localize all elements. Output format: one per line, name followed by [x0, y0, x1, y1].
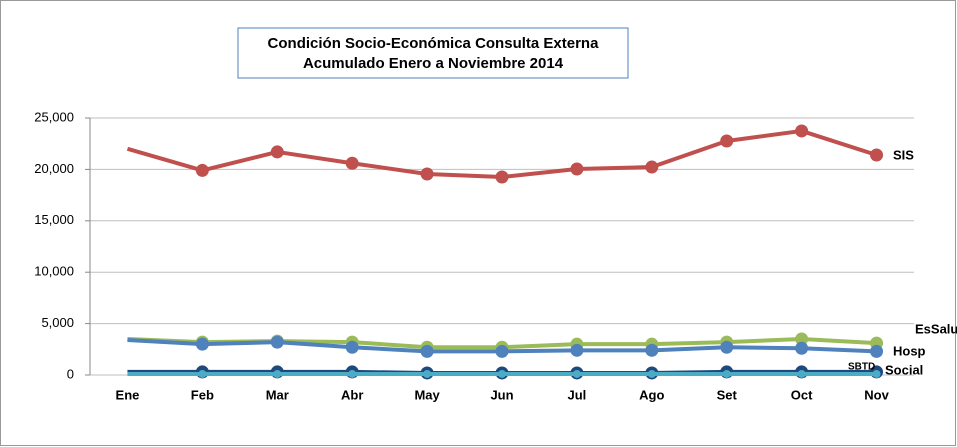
x-tick-label: Jun — [490, 387, 513, 402]
y-tick-label: 20,000 — [34, 161, 74, 176]
y-tick-label: 15,000 — [34, 212, 74, 227]
y-tick-label: 5,000 — [41, 315, 74, 330]
marker — [420, 344, 434, 358]
y-tick-label: 10,000 — [34, 264, 74, 279]
marker — [795, 341, 809, 355]
marker — [498, 369, 506, 378]
marker — [198, 369, 207, 378]
marker — [870, 344, 884, 358]
marker — [645, 343, 659, 357]
marker — [345, 156, 359, 170]
marker — [270, 335, 284, 349]
x-tick-label: Mar — [266, 387, 289, 402]
marker — [570, 343, 584, 357]
series-label: EsSalud — [915, 321, 957, 336]
x-tick-label: Jul — [568, 387, 587, 402]
marker — [495, 170, 509, 184]
series-label: SIS — [893, 147, 914, 162]
marker — [270, 145, 284, 159]
marker — [647, 369, 656, 378]
marker — [872, 369, 881, 378]
marker — [345, 340, 359, 354]
marker — [797, 369, 806, 378]
x-tick-label: Ene — [116, 387, 140, 402]
x-tick-label: Set — [717, 387, 738, 402]
y-tick-label: 0 — [67, 366, 74, 381]
series-label: Social — [885, 362, 923, 377]
series-label: SBTD — [848, 362, 875, 373]
x-tick-label: Abr — [341, 387, 363, 402]
x-tick-label: Nov — [864, 387, 889, 402]
series-label: Hosp — [893, 343, 926, 358]
marker — [423, 369, 432, 378]
marker — [720, 340, 734, 354]
marker — [195, 163, 209, 177]
marker — [645, 160, 659, 174]
marker — [720, 134, 734, 148]
marker — [722, 369, 731, 378]
marker — [570, 162, 584, 176]
marker — [795, 332, 809, 346]
x-tick-label: May — [414, 387, 440, 402]
marker — [795, 124, 809, 138]
marker — [495, 344, 509, 358]
marker — [420, 167, 434, 181]
title-box — [237, 27, 629, 79]
x-tick-label: Feb — [191, 387, 214, 402]
chart-title: Acumulado Enero a Noviembre 2014 — [303, 55, 564, 72]
x-tick-label: Ago — [639, 387, 664, 402]
marker — [870, 148, 884, 162]
marker — [572, 369, 581, 378]
y-tick-label: 25,000 — [34, 109, 74, 124]
marker — [195, 337, 209, 351]
x-tick-label: Oct — [791, 387, 813, 402]
marker — [348, 369, 357, 378]
chart-title: Condición Socio-Económica Consulta Exter… — [268, 35, 600, 52]
marker — [273, 369, 282, 378]
